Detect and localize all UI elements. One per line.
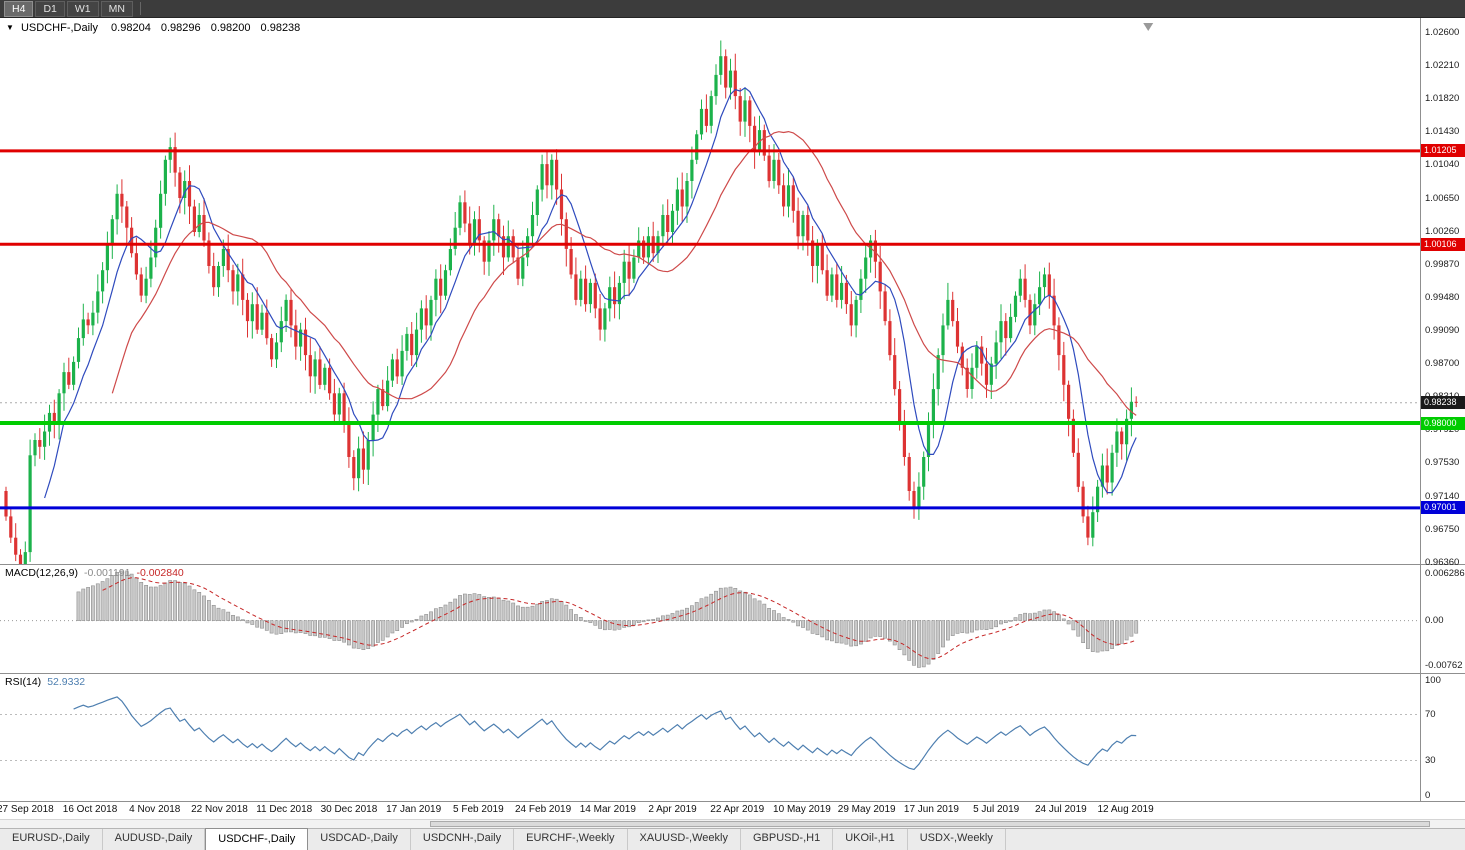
chart-tab-bar: EURUSD-,Daily AUDUSD-,Daily USDCHF-,Daily U… xyxy=(0,828,1465,850)
date-label: 10 May 2019 xyxy=(773,804,831,815)
date-label: 5 Jul 2019 xyxy=(973,804,1020,815)
rsi-axis-label: 30 xyxy=(1425,755,1436,766)
tab-gbpusd-h1[interactable]: GBPUSD-,H1 xyxy=(741,829,834,850)
level-price-badge-1.00106: 1.00106 xyxy=(1421,237,1465,251)
panel-separator[interactable] xyxy=(0,801,1465,802)
rsi-name: RSI(14) xyxy=(5,676,42,688)
ma-slow-line xyxy=(111,130,1137,416)
price-tick: 1.00650 xyxy=(1425,192,1460,204)
timeframe-d1-button[interactable]: D1 xyxy=(35,0,65,17)
rsi-panel-canvas[interactable] xyxy=(0,674,1420,801)
rsi-axis-label: 0 xyxy=(1425,789,1431,801)
level-price-badge-0.98000: 0.98000 xyxy=(1421,416,1465,430)
date-label: 27 Sep 2018 xyxy=(0,804,54,815)
timeframe-h4-button[interactable]: H4 xyxy=(4,0,34,17)
rsi-axis-label: 70 xyxy=(1425,709,1436,720)
tab-usdchf-daily[interactable]: USDCHF-,Daily xyxy=(205,828,309,850)
date-label: 12 Aug 2019 xyxy=(1097,804,1154,815)
macd-axis-label: 0.00 xyxy=(1425,614,1444,626)
price-tick: 0.99090 xyxy=(1425,324,1460,336)
timeframe-toolbar: H4 D1 W1 MN xyxy=(0,0,1465,18)
rsi-value: 52.9332 xyxy=(47,676,86,688)
rsi-axis-label: 100 xyxy=(1425,674,1441,686)
date-label: 30 Dec 2018 xyxy=(320,804,378,815)
date-axis[interactable]: 27 Sep 2018 16 Oct 2018 4 Nov 2018 22 Nov 2… xyxy=(0,802,1465,819)
tab-usdcnh-daily[interactable]: USDCNH-,Daily xyxy=(411,829,515,850)
ma-fast-line xyxy=(44,87,1137,499)
current-price-badge: 0.98238 xyxy=(1421,396,1465,410)
price-tick: 0.99480 xyxy=(1425,291,1460,303)
date-label: 24 Jul 2019 xyxy=(1035,804,1087,815)
price-tick: 0.96750 xyxy=(1425,523,1460,535)
macd-name: MACD(12,26,9) xyxy=(5,567,78,579)
level-price-badge-1.01205: 1.01205 xyxy=(1421,144,1465,158)
macd-main-value: -0.001191 xyxy=(83,567,131,579)
price-axis-separator xyxy=(1420,18,1421,801)
date-label: 2 Apr 2019 xyxy=(648,804,697,815)
date-label: 4 Nov 2018 xyxy=(129,804,181,815)
date-label: 14 Mar 2019 xyxy=(579,804,636,815)
rsi-indicator-label: RSI(14) 52.9332 xyxy=(5,676,85,688)
symbol-title: USDCHF-,Daily xyxy=(20,22,98,34)
macd-histogram xyxy=(76,570,1139,668)
macd-axis-label: 0.006286 xyxy=(1425,568,1465,579)
price-tick: 0.96360 xyxy=(1425,556,1460,568)
price-tick: 0.97920 xyxy=(1425,424,1460,436)
rsi-line xyxy=(73,696,1137,771)
tab-eurchf-weekly[interactable]: EURCHF-,Weekly xyxy=(514,829,628,850)
date-label: 5 Feb 2019 xyxy=(453,804,504,815)
toolbar-divider xyxy=(139,2,141,15)
level-price-badge-0.97001: 0.97001 xyxy=(1421,501,1465,515)
scrollbar-thumb[interactable] xyxy=(430,821,1430,827)
panel-separator[interactable] xyxy=(0,673,1465,674)
date-label: 17 Jun 2019 xyxy=(903,804,959,815)
price-tick: 1.02210 xyxy=(1425,60,1460,72)
tab-ukoil-h1[interactable]: UKOil-,H1 xyxy=(833,829,908,850)
date-label: 17 Jan 2019 xyxy=(386,804,442,815)
ohlc-low: 0.98200 xyxy=(210,22,251,34)
price-chart-canvas[interactable] xyxy=(0,18,1420,564)
price-tick: 1.01820 xyxy=(1425,93,1460,105)
price-tick: 0.99870 xyxy=(1425,258,1460,270)
price-tick: 1.01430 xyxy=(1425,126,1460,138)
price-tick: 1.02600 xyxy=(1425,26,1460,38)
macd-axis-label: -0.00762 xyxy=(1425,660,1463,671)
date-label: 16 Oct 2018 xyxy=(62,804,118,815)
price-tick: 0.97530 xyxy=(1425,457,1460,469)
date-label: 11 Dec 2018 xyxy=(256,804,313,815)
tab-audusd-daily[interactable]: AUDUSD-,Daily xyxy=(103,829,206,850)
date-label: 24 Feb 2019 xyxy=(515,804,572,815)
price-tick: 0.98700 xyxy=(1425,358,1460,370)
tab-usdcad-daily[interactable]: USDCAD-,Daily xyxy=(308,829,411,850)
chart-header: ▼ USDCHF-,Daily 0.98204 0.98296 0.98200 … xyxy=(6,22,307,34)
timeframe-w1-button[interactable]: W1 xyxy=(66,0,99,17)
tab-eurusd-daily[interactable]: EURUSD-,Daily xyxy=(0,829,103,850)
chart-shift-marker-icon[interactable] xyxy=(1143,23,1154,31)
panel-separator[interactable] xyxy=(0,564,1465,565)
price-tick: 1.00260 xyxy=(1425,225,1460,237)
tab-usdx-weekly[interactable]: USDX-,Weekly xyxy=(908,829,1006,850)
ohlc-open: 0.98204 xyxy=(111,22,151,34)
ohlc-high: 0.98296 xyxy=(160,22,201,34)
price-tick: 0.97140 xyxy=(1425,490,1460,502)
macd-indicator-label: MACD(12,26,9) -0.001191 -0.002840 xyxy=(5,567,184,579)
tab-xauusd-weekly[interactable]: XAUUSD-,Weekly xyxy=(628,829,741,850)
timeframe-mn-button[interactable]: MN xyxy=(100,0,133,17)
macd-panel-canvas[interactable] xyxy=(0,565,1420,673)
date-label: 29 May 2019 xyxy=(837,804,896,815)
date-label: 22 Nov 2018 xyxy=(191,804,248,815)
collapse-triangle-icon[interactable]: ▼ xyxy=(6,23,14,32)
horizontal-scrollbar[interactable] xyxy=(0,819,1465,828)
macd-signal-value: -0.002840 xyxy=(136,567,184,579)
macd-signal-line xyxy=(102,577,1137,660)
price-tick: 1.01040 xyxy=(1425,159,1460,171)
candles-layer xyxy=(4,40,1138,564)
ohlc-close: 0.98238 xyxy=(260,22,301,34)
date-label: 22 Apr 2019 xyxy=(710,804,765,815)
